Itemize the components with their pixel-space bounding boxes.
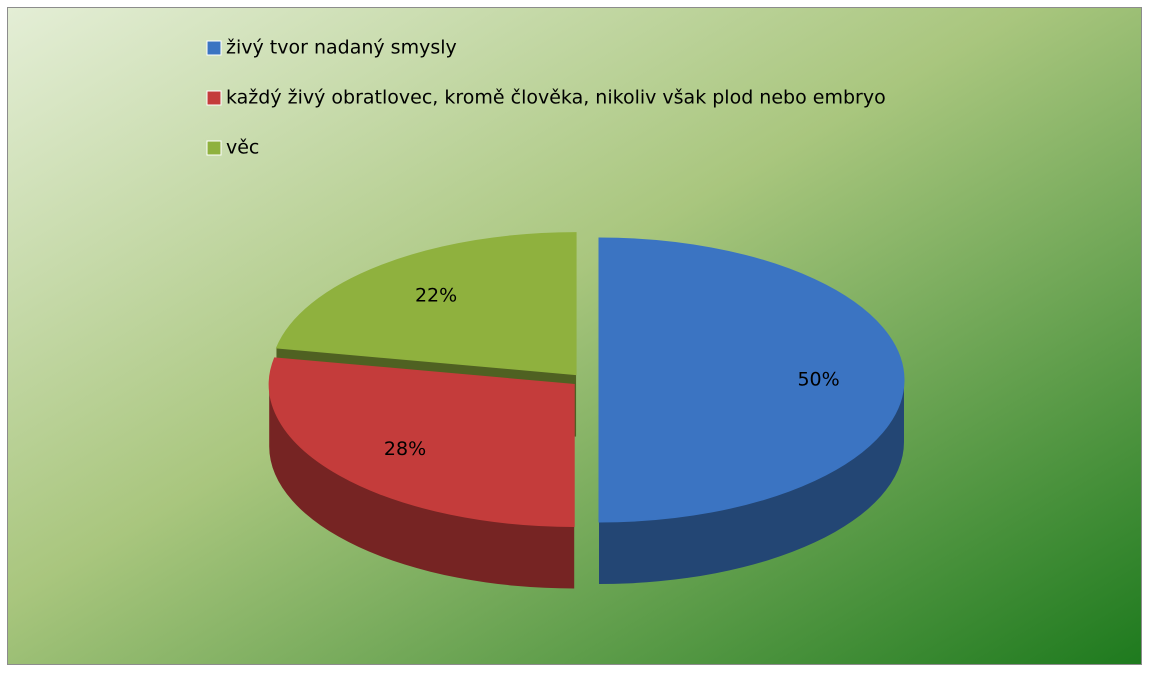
slice [268, 357, 575, 527]
slice [598, 237, 905, 523]
slice [275, 232, 577, 376]
data-label: 22% [415, 284, 457, 306]
legend-label: věc [226, 137, 259, 159]
legend-swatch [206, 140, 222, 156]
legend-label: každý živý obratlovec, kromě člověka, ni… [226, 87, 886, 109]
legend-swatch [206, 90, 222, 106]
data-label: 28% [384, 438, 426, 460]
slice-side [269, 384, 575, 589]
data-label: 50% [797, 369, 839, 391]
legend-label: živý tvor nadaný smysly [226, 37, 457, 59]
pie: 50% 28% 22% [268, 232, 905, 589]
legend: živý tvor nadaný smysly každý živý obratl… [206, 37, 886, 159]
legend-swatch [206, 40, 222, 56]
slice-side [599, 380, 904, 584]
